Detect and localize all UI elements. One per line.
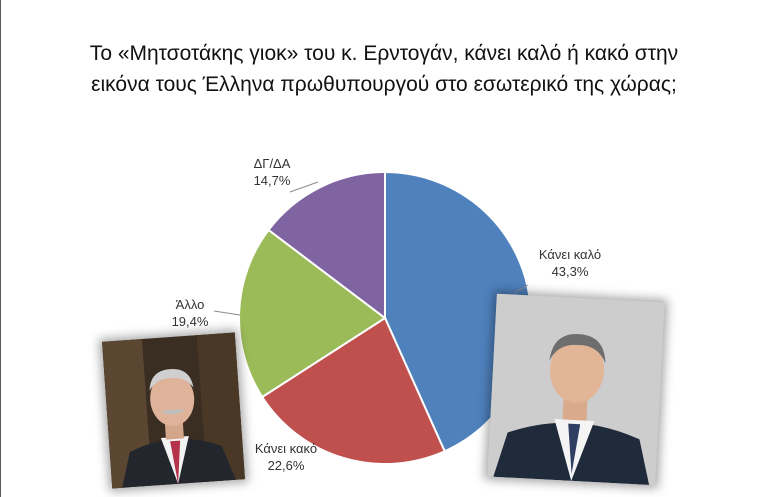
slice-bad-value: 22,6%	[267, 458, 305, 473]
slice-dk-value: 14,7%	[253, 173, 291, 188]
leader-line-dk	[289, 181, 319, 193]
slice-good-label: Κάνει καλό	[538, 247, 602, 262]
label-slice-bad: Κάνει κακό 22,6%	[236, 440, 336, 474]
label-slice-good: Κάνει καλό 43,3%	[520, 246, 620, 280]
title-line-2: εικόνα τους Έλληνα πρωθυπουργού στο εσωτ…	[91, 73, 677, 96]
portrait-right-icon	[487, 293, 665, 486]
leader-line-other	[213, 310, 241, 316]
chart-title: Το «Μητσοτάκης γιοκ» του κ. Ερντογάν, κά…	[20, 38, 748, 100]
leader-line-good	[513, 284, 529, 294]
pie-slice-other	[238, 228, 387, 399]
left-border	[0, 0, 1, 497]
pie-slice-dk	[267, 170, 386, 321]
label-slice-dk: ΔΓ/ΔΑ 14,7%	[232, 155, 312, 189]
pie-slice-bad	[260, 316, 446, 465]
slice-dk-label: ΔΓ/ΔΑ	[253, 156, 291, 171]
slice-other-label: Άλλο	[175, 297, 205, 312]
slice-good-value: 43,3%	[551, 264, 589, 279]
slice-other-value: 19,4%	[171, 314, 209, 329]
slice-bad-label: Κάνει κακό	[254, 441, 318, 456]
portrait-photo-left	[102, 332, 245, 489]
title-line-1: Το «Μητσοτάκης γιοκ» του κ. Ερντογάν, κά…	[89, 42, 679, 65]
portrait-left-icon	[102, 332, 245, 489]
label-slice-other: Άλλο 19,4%	[150, 296, 230, 330]
portrait-photo-right	[487, 293, 665, 486]
